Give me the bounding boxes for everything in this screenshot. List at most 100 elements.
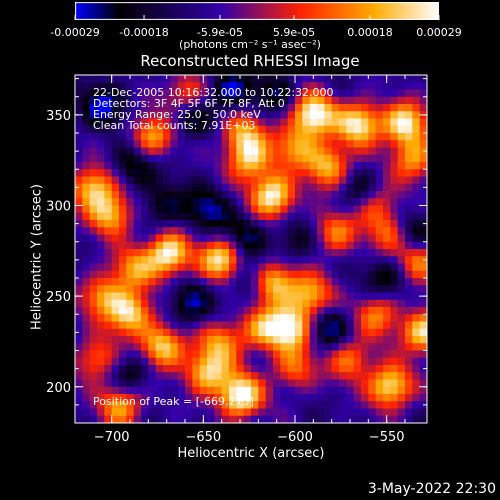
heatmap-cell [317, 176, 325, 185]
heatmap-cell [75, 408, 83, 417]
heatmap-cell [368, 162, 377, 170]
heatmap-cell [295, 118, 303, 127]
heatmap-cell [346, 350, 355, 359]
heatmap-cell [397, 227, 406, 235]
heatmap-cell [126, 357, 135, 366]
heatmap-cell [295, 82, 303, 90]
heatmap-cell [229, 118, 237, 127]
heatmap-cell [243, 147, 252, 156]
heatmap-cell [324, 169, 333, 177]
heatmap-cell [346, 169, 355, 177]
heatmap-cell [280, 299, 289, 308]
heatmap-cell [133, 118, 142, 127]
heatmap-cell [207, 278, 215, 286]
heatmap-cell [119, 104, 127, 112]
heatmap-cell [163, 82, 171, 90]
heatmap-cell [221, 241, 230, 250]
heatmap-cell [214, 227, 223, 235]
heatmap-cell [375, 249, 384, 257]
heatmap-cell [324, 96, 333, 105]
heatmap-cell [82, 220, 91, 228]
heatmap-cell [251, 205, 259, 214]
heatmap-cell [405, 227, 413, 235]
heatmap-cell [287, 408, 296, 417]
heatmap-cell [339, 372, 347, 380]
heatmap-cell [251, 111, 259, 119]
heatmap-cell [97, 133, 105, 141]
heatmap-cell [375, 292, 384, 301]
heatmap-cell [163, 292, 171, 301]
heatmap-cell [141, 314, 149, 322]
heatmap-cell [75, 415, 83, 424]
heatmap-cell [375, 372, 384, 380]
heatmap-cell [104, 89, 113, 98]
heatmap-cell [339, 365, 347, 373]
heatmap-cell [390, 183, 399, 192]
heatmap-cell [133, 357, 142, 366]
heatmap-cell [221, 82, 230, 90]
heatmap-cell [317, 111, 325, 119]
heatmap-cell [353, 249, 362, 257]
heatmap-cell [155, 343, 164, 351]
heatmap-cell [214, 75, 223, 83]
heatmap-cell [170, 372, 179, 380]
heatmap-cell [155, 176, 164, 185]
heatmap-cell [280, 89, 289, 98]
heatmap-cell [331, 336, 340, 344]
heatmap-cell [280, 191, 289, 199]
heatmap-cell [148, 227, 157, 235]
heatmap-cell [280, 183, 289, 192]
heatmap-cell [258, 270, 267, 279]
heatmap-cell [368, 104, 377, 112]
heatmap-cell [155, 89, 164, 98]
heatmap-cell [229, 386, 237, 395]
heatmap-cell [155, 314, 164, 322]
heatmap-cell [339, 205, 347, 214]
heatmap-cell [141, 249, 149, 257]
heatmap-cell [317, 147, 325, 156]
heatmap-cell [331, 241, 340, 250]
heatmap-cell [207, 96, 215, 105]
heatmap-cell [221, 75, 230, 83]
heatmap-cell [287, 321, 296, 330]
heatmap-cell [207, 234, 215, 243]
heatmap-cell [221, 401, 230, 409]
heatmap-cell [324, 285, 333, 293]
heatmap-cell [302, 343, 311, 351]
heatmap-cell [185, 75, 193, 83]
heatmap-cell [383, 292, 391, 301]
heatmap-cell [280, 169, 289, 177]
heatmap-cell [148, 415, 157, 424]
heatmap-cell [273, 234, 281, 243]
heatmap-cell [126, 183, 135, 192]
heatmap-cell [317, 365, 325, 373]
heatmap-cell [170, 386, 179, 395]
heatmap-cell [163, 111, 171, 119]
heatmap-cell [361, 394, 369, 402]
heatmap-cell [405, 350, 413, 359]
heatmap-cell [126, 241, 135, 250]
heatmap-cell [295, 162, 303, 170]
heatmap-cell [346, 408, 355, 417]
heatmap-cell [207, 249, 215, 257]
heatmap-cell [258, 256, 267, 264]
heatmap-cell [331, 212, 340, 221]
heatmap-cell [243, 183, 252, 192]
heatmap-cell [185, 227, 193, 235]
heatmap-cell [390, 212, 399, 221]
heatmap-cell [324, 183, 333, 192]
heatmap-cell [265, 147, 274, 156]
heatmap-cell [317, 343, 325, 351]
heatmap-cell [273, 336, 281, 344]
heatmap-cell [177, 82, 186, 90]
heatmap-cell [317, 321, 325, 330]
heatmap-cell [82, 249, 91, 257]
heatmap-cell [133, 227, 142, 235]
heatmap-cell [353, 212, 362, 221]
heatmap-cell [287, 372, 296, 380]
heatmap-cell [75, 307, 83, 315]
heatmap-cell [309, 292, 318, 301]
heatmap-cell [192, 415, 201, 424]
heatmap-cell [199, 372, 208, 380]
heatmap-cell [339, 118, 347, 127]
